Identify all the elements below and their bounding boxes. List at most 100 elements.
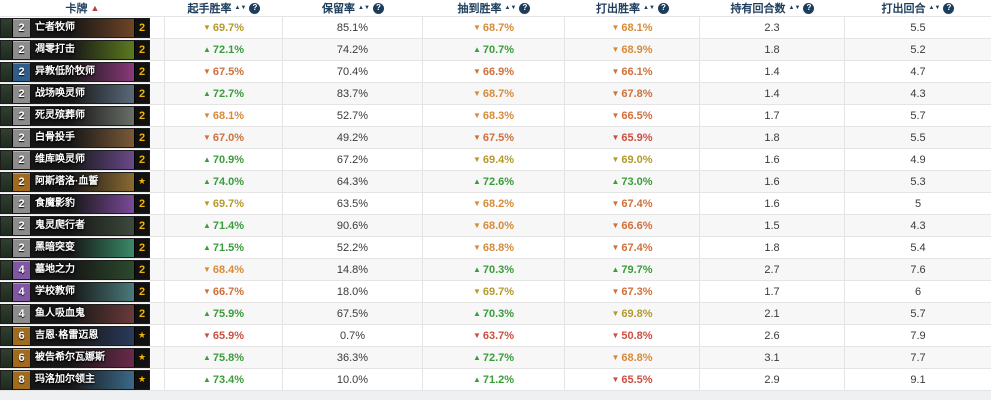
kept-rate-cell: 49.2% — [283, 127, 423, 148]
winrate-down-icon: ▼ — [202, 111, 211, 120]
card-tile[interactable]: 4 鱼人吸血鬼 2 — [0, 303, 150, 324]
card-tile[interactable]: 2 异教低阶牧师 2 — [0, 61, 150, 82]
played-winrate-cell: ▼ 67.3% — [565, 281, 700, 302]
winrate-down-icon: ▼ — [202, 287, 211, 296]
card-count: 2 — [134, 150, 149, 169]
winrate-down-icon: ▼ — [611, 221, 620, 230]
card-name: 墓地之力 — [31, 260, 134, 279]
card-tile[interactable]: 2 维库唤灵师 2 — [0, 149, 150, 170]
column-header-kept-rate[interactable]: 保留率 ▲ ▼ ? — [283, 0, 423, 16]
column-header-card[interactable]: 卡牌 ▲ — [0, 0, 165, 16]
sort-asc-icon: ▲ — [234, 5, 241, 11]
card-cell: 2 战场唤灵师 2 — [0, 83, 165, 104]
sort-asc-icon: ▲ — [504, 5, 511, 11]
kept-rate-cell: 63.5% — [283, 193, 423, 214]
sort-carets-icon[interactable]: ▲ ▼ — [643, 5, 655, 11]
card-count: 2 — [134, 128, 149, 147]
card-tile[interactable]: 2 凋零打击 2 — [0, 39, 150, 60]
card-tile[interactable]: 4 学校教师 2 — [0, 281, 150, 302]
mulligan-winrate-cell: ▼ 66.7% — [165, 281, 283, 302]
info-icon[interactable]: ? — [372, 2, 384, 14]
turns-held-cell: 1.7 — [700, 105, 845, 126]
winrate-up-icon: ▲ — [202, 375, 211, 384]
column-header-played-winrate[interactable]: 打出胜率 ▲ ▼ ? — [565, 0, 700, 16]
winrate-down-icon: ▼ — [472, 287, 481, 296]
turn-played-cell: 9.1 — [910, 373, 926, 386]
winrate-down-icon: ▼ — [472, 155, 481, 164]
sort-desc-icon: ▼ — [510, 5, 517, 11]
card-cost: 6 — [13, 348, 31, 367]
card-tile[interactable]: 6 吉恩·格雷迈恩 ★ — [0, 325, 150, 346]
card-tile[interactable]: 4 墓地之力 2 — [0, 259, 150, 280]
card-cost: 2 — [13, 40, 31, 59]
card-tile[interactable]: 2 战场唤灵师 2 — [0, 83, 150, 104]
info-icon[interactable]: ? — [803, 2, 815, 14]
sort-carets-icon[interactable]: ▲ ▼ — [789, 5, 801, 11]
turn-played-cell: 7.7 — [910, 351, 926, 364]
turns-held-cell: 1.6 — [700, 149, 845, 170]
played-winrate-cell: ▼ 65.9% — [565, 127, 700, 148]
info-icon[interactable]: ? — [943, 2, 955, 14]
drawn-winrate-cell: ▼ 68.7% — [423, 17, 565, 38]
class-color-bar — [1, 326, 13, 345]
class-color-bar — [1, 238, 13, 257]
card-cost: 2 — [13, 172, 31, 191]
card-tile[interactable]: 8 玛洛加尔领主 ★ — [0, 369, 150, 390]
sort-carets-icon[interactable]: ▲ ▼ — [358, 5, 370, 11]
winrate-down-icon: ▼ — [611, 375, 620, 384]
card-tile[interactable]: 6 被告希尔瓦娜斯 ★ — [0, 347, 150, 368]
card-count: 2 — [134, 106, 149, 125]
card-tile[interactable]: 2 黑暗突变 2 — [0, 237, 150, 258]
info-icon[interactable]: ? — [519, 2, 531, 14]
card-cost: 2 — [13, 216, 31, 235]
played-winrate-cell: ▼ 68.8% — [565, 347, 700, 368]
card-cost: 2 — [13, 62, 31, 81]
card-name: 黑暗突变 — [31, 238, 134, 257]
sort-carets-icon[interactable]: ▲ ▼ — [929, 5, 941, 11]
info-icon[interactable]: ? — [249, 2, 261, 14]
winrate-value: 67.4% — [621, 241, 653, 254]
card-tile[interactable]: 2 亡者牧师 2 — [0, 17, 150, 38]
winrate-value: 72.1% — [212, 43, 245, 56]
drawn-winrate-cell: ▼ 67.5% — [423, 127, 565, 148]
winrate-down-icon: ▼ — [202, 331, 211, 340]
card-cell: 8 玛洛加尔领主 ★ — [0, 369, 165, 390]
column-header-turns-held[interactable]: 持有回合数 ▲ ▼ ? — [700, 0, 845, 16]
mulligan-winrate-cell: ▲ 75.8% — [165, 347, 283, 368]
winrate-value: 66.1% — [621, 65, 653, 78]
table-row: 4 鱼人吸血鬼 2 ▲ 75.9% 67.5% ▲ 70.3% ▼ 69.8% 2.1 5.7 — [0, 302, 991, 324]
card-cell: 2 阿斯塔洛·血誓 ★ — [0, 171, 165, 192]
winrate-up-icon: ▲ — [202, 221, 211, 230]
sort-carets-icon[interactable]: ▲ ▼ — [235, 5, 247, 11]
winrate-down-icon: ▼ — [611, 111, 620, 120]
turns-held-cell: 2.6 — [700, 325, 845, 346]
card-count: 2 — [134, 260, 149, 279]
kept-rate-cell: 70.4% — [283, 61, 423, 82]
kept-rate-cell: 52.7% — [283, 105, 423, 126]
winrate-value: 66.5% — [621, 109, 653, 122]
table-row: 2 死灵殡葬师 2 ▼ 68.1% 52.7% ▼ 68.3% ▼ 66.5% 1.7 5.7 — [0, 104, 991, 126]
winrate-down-icon: ▼ — [472, 243, 481, 252]
card-tile[interactable]: 2 死灵殡葬师 2 — [0, 105, 150, 126]
card-tile[interactable]: 2 鬼灵爬行者 2 — [0, 215, 150, 236]
class-color-bar — [1, 106, 13, 125]
card-name: 维库唤灵师 — [31, 150, 134, 169]
turns-held-cell: 2.3 — [700, 17, 845, 38]
card-tile[interactable]: 2 白骨投手 2 — [0, 127, 150, 148]
turns-held-cell: 3.1 — [700, 347, 845, 368]
winrate-down-icon: ▼ — [472, 331, 481, 340]
column-header-turn-played[interactable]: 打出回合 ▲ ▼ ? — [845, 0, 991, 16]
card-tile[interactable]: 2 食魔影豹 2 — [0, 193, 150, 214]
column-header-drawn-winrate[interactable]: 抽到胜率 ▲ ▼ ? — [423, 0, 565, 16]
winrate-value: 69.7% — [212, 197, 245, 210]
winrate-down-icon: ▼ — [202, 133, 211, 142]
class-color-bar — [1, 304, 13, 323]
sort-carets-icon[interactable]: ▲ ▼ — [505, 5, 517, 11]
kept-rate-cell: 74.2% — [283, 39, 423, 60]
column-header-mulligan-winrate[interactable]: 起手胜率 ▲ ▼ ? — [165, 0, 283, 16]
info-icon[interactable]: ? — [657, 2, 669, 14]
drawn-winrate-cell: ▲ 72.7% — [423, 347, 565, 368]
card-tile[interactable]: 2 阿斯塔洛·血誓 ★ — [0, 171, 150, 192]
winrate-value: 75.8% — [212, 351, 245, 364]
card-count: 2 — [134, 18, 149, 37]
